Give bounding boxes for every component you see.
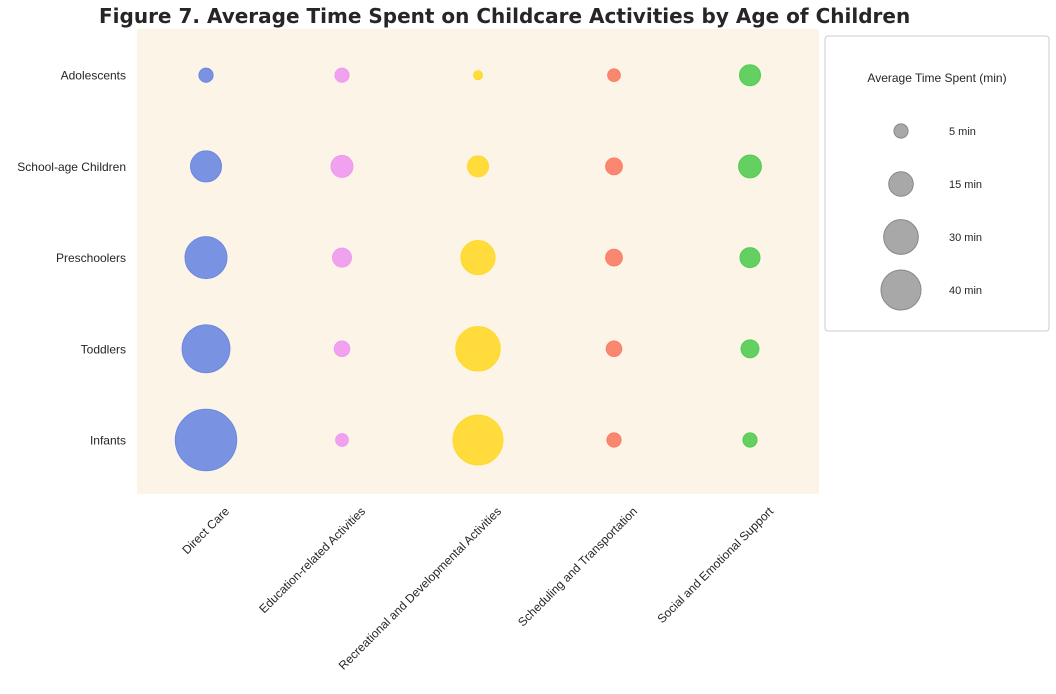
bubble-recreational-and-developmental-activities-preschoolers <box>460 240 496 276</box>
size-legend: Average Time Spent (min) 5 min 15 min 30 m… <box>824 35 1050 332</box>
bubble-scheduling-and-transportation-toddlers <box>605 340 623 358</box>
y-tick-adolescents: Adolescents <box>61 69 126 83</box>
legend-label-40-min: 40 min <box>949 285 982 297</box>
bubble-scheduling-and-transportation-preschoolers <box>605 248 623 267</box>
bubble-social-and-emotional-support-school-age-children <box>738 154 762 179</box>
chart-title: Figure 7. Average Time Spent on Childcar… <box>99 4 911 28</box>
bubble-recreational-and-developmental-activities-adolescents <box>473 70 483 81</box>
legend-bubble-30-min <box>883 219 919 255</box>
y-tick-school-age-children: School-age Children <box>17 160 126 174</box>
bubble-scheduling-and-transportation-adolescents <box>607 68 621 83</box>
bubble-social-and-emotional-support-preschoolers <box>739 247 761 269</box>
x-tick-education-related-activities: Education-related Activities <box>256 504 368 616</box>
legend-frame <box>824 35 1050 332</box>
legend-bubble-15-min <box>888 171 914 197</box>
bubble-direct-care-adolescents <box>198 67 214 83</box>
bubble-education-related-activities-school-age-children <box>330 154 354 178</box>
bubble-scheduling-and-transportation-infants <box>606 432 622 448</box>
bubble-direct-care-toddlers <box>181 324 231 374</box>
bubble-education-related-activities-infants <box>335 433 349 447</box>
bubble-social-and-emotional-support-infants <box>742 432 758 448</box>
bubble-direct-care-preschoolers <box>184 236 228 280</box>
y-tick-infants: Infants <box>90 434 126 448</box>
legend-title: Average Time Spent (min) <box>867 71 1006 85</box>
bubble-direct-care-school-age-children <box>189 150 223 183</box>
bubble-layer <box>174 64 762 472</box>
legend-bubble-40-min <box>880 269 922 311</box>
bubble-education-related-activities-preschoolers <box>332 247 352 268</box>
y-tick-preschoolers: Preschoolers <box>56 251 126 265</box>
legend-bubble-5-min <box>893 123 909 139</box>
bubble-education-related-activities-toddlers <box>333 340 351 358</box>
bubble-social-and-emotional-support-adolescents <box>739 64 761 87</box>
x-tick-social-and-emotional-support: Social and Emotional Support <box>654 504 776 626</box>
y-tick-toddlers: Toddlers <box>81 342 126 356</box>
bubble-scheduling-and-transportation-school-age-children <box>605 157 623 176</box>
legend-label-5-min: 5 min <box>949 126 976 138</box>
x-tick-labels: Direct Care Education-related ActivitiesR… <box>179 504 776 673</box>
x-tick-recreational-and-developmental-activities: Recreational and Developmental Activitie… <box>336 504 504 672</box>
bubble-education-related-activities-adolescents <box>334 67 350 83</box>
legend-items: 5 min 15 min 30 min 40 min <box>880 123 982 311</box>
legend-label-30-min: 30 min <box>949 232 982 244</box>
x-tick-direct-care: Direct Care <box>179 504 232 557</box>
bubble-recreational-and-developmental-activities-school-age-children <box>467 155 489 178</box>
bubble-direct-care-infants <box>174 408 238 472</box>
legend-label-15-min: 15 min <box>949 179 982 191</box>
bubble-recreational-and-developmental-activities-toddlers <box>455 326 501 372</box>
x-tick-scheduling-and-transportation: Scheduling and Transportation <box>515 504 640 629</box>
bubble-recreational-and-developmental-activities-infants <box>452 414 504 466</box>
y-tick-labels: Infants Toddlers Preschoolers School-age Ch… <box>17 69 126 448</box>
bubble-social-and-emotional-support-toddlers <box>740 339 760 359</box>
